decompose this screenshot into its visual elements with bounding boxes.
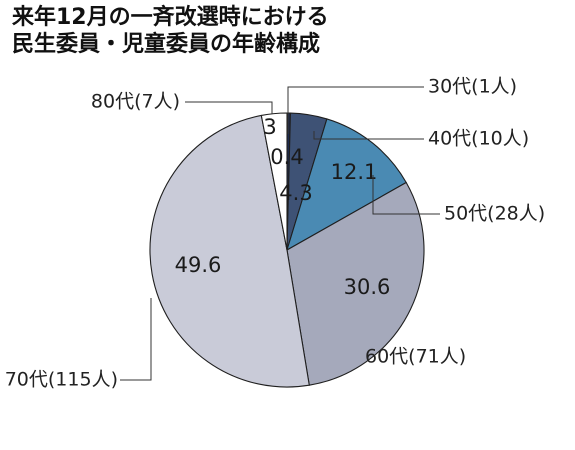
slice-value-label-2: 12.1 <box>331 160 378 184</box>
chart-title-line-2: 民生委員・児童委員の年齢構成 <box>12 32 321 57</box>
leader-line-0 <box>287 86 424 134</box>
slice-category-label-2: 50代(28人) <box>444 203 545 225</box>
slice-value-label-4: 49.6 <box>175 253 222 277</box>
slice-value-label-0: 0.4 <box>270 145 303 169</box>
chart-title-line-1: 来年12月の一斉改選時における <box>12 5 329 30</box>
leader-line-1 <box>313 131 424 140</box>
slice-value-label-5: 3 <box>263 115 276 139</box>
leader-line-4 <box>120 298 152 381</box>
pie-slice-3 <box>286 181 425 386</box>
slice-value-label-3: 30.6 <box>344 275 391 299</box>
leader-line-2 <box>372 175 440 215</box>
pie-slice-2 <box>286 118 407 251</box>
leader-line-5 <box>185 101 273 114</box>
pie-slice-5 <box>260 112 288 251</box>
slice-value-label-1: 4.3 <box>279 181 312 205</box>
slice-category-label-3: 60代(71人) <box>365 346 466 368</box>
chart-title: 来年12月の一斉改選時における 民生委員・児童委員の年齢構成 <box>12 4 329 58</box>
pie-slice-4 <box>149 114 310 388</box>
slice-category-label-0: 30代(1人) <box>428 76 517 98</box>
slice-category-label-1: 40代(10人) <box>428 128 529 150</box>
slice-category-label-5: 80代(7人) <box>91 91 180 113</box>
slice-category-label-4: 70代(115人) <box>5 369 118 391</box>
